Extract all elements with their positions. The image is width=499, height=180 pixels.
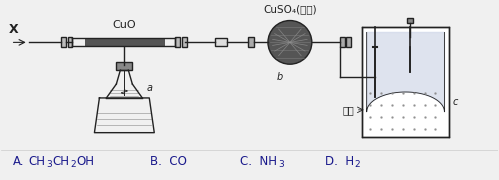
- Text: 2: 2: [355, 160, 360, 169]
- Text: b: b: [277, 72, 283, 82]
- Bar: [67, 37, 72, 47]
- Text: OH: OH: [76, 155, 94, 168]
- Bar: [362, 28, 450, 137]
- Text: CH: CH: [52, 155, 69, 168]
- Bar: [346, 37, 351, 47]
- Text: 3: 3: [46, 160, 52, 169]
- Text: 冰水: 冰水: [343, 105, 355, 115]
- Text: B.  CO: B. CO: [150, 155, 187, 168]
- Bar: [340, 37, 345, 47]
- Text: CuO: CuO: [113, 21, 136, 30]
- Text: CH: CH: [28, 155, 45, 168]
- Text: a: a: [146, 83, 152, 93]
- Bar: [116, 62, 132, 70]
- Text: 2: 2: [70, 160, 76, 169]
- Bar: [215, 38, 227, 46]
- Text: c: c: [453, 97, 458, 107]
- Bar: [60, 37, 65, 47]
- Text: X: X: [8, 23, 18, 36]
- Bar: [182, 37, 187, 47]
- Text: A.: A.: [12, 155, 24, 168]
- Bar: [85, 39, 165, 46]
- Bar: [407, 18, 413, 22]
- Bar: [372, 42, 378, 51]
- Ellipse shape: [268, 21, 312, 64]
- Text: D.  H: D. H: [325, 155, 354, 168]
- Polygon shape: [367, 32, 445, 112]
- Text: C.  NH: C. NH: [240, 155, 277, 168]
- Text: 3: 3: [278, 160, 283, 169]
- Bar: [248, 37, 254, 47]
- Text: CuSO₄(足量): CuSO₄(足量): [263, 4, 317, 15]
- Bar: [408, 42, 413, 51]
- Bar: [175, 37, 180, 47]
